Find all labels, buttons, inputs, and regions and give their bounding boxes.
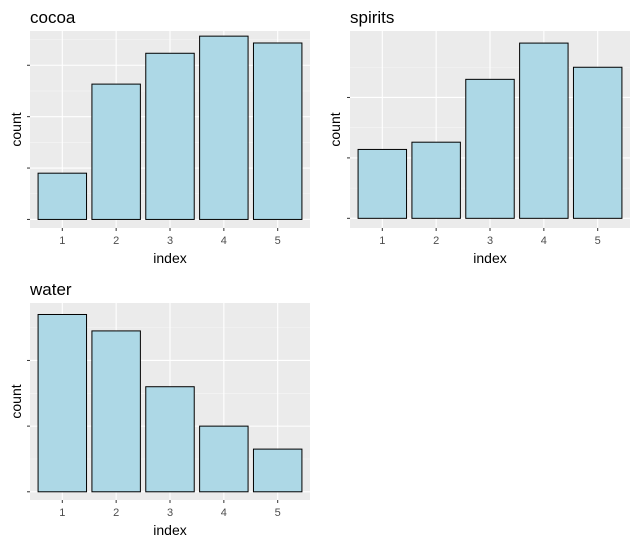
x-tick-label: 2 (433, 235, 439, 247)
bar-3 (145, 386, 195, 493)
x-tick-label: 4 (541, 235, 547, 247)
x-tick-label: 3 (487, 235, 493, 247)
y-axis-title: count (8, 384, 24, 418)
facet-1: 1 2 3 4 5 cocoa index count (8, 8, 310, 266)
x-tick-label: 4 (221, 507, 227, 519)
x-axis-title: index (153, 250, 186, 266)
x-axis-title: index (153, 522, 186, 538)
chart-title: cocoa (30, 8, 76, 27)
x-tick-label: 3 (167, 507, 173, 519)
x-tick-label: 3 (167, 235, 173, 247)
x-tick-label: 5 (275, 507, 281, 519)
x-tick-label: 5 (595, 235, 601, 247)
bar-4 (199, 35, 249, 220)
chart-title: water (29, 280, 72, 299)
x-tick-label: 2 (113, 235, 119, 247)
x-tick-label: 1 (379, 235, 385, 247)
x-tick-label: 4 (221, 235, 227, 247)
chart-title: spirits (350, 8, 394, 27)
x-tick-label: 5 (275, 235, 281, 247)
facet-2: 1 2 3 4 5 spirits index count (327, 8, 630, 266)
y-axis-title: count (327, 112, 343, 146)
bar-4 (199, 425, 249, 493)
bar-2 (411, 141, 461, 219)
bar-2 (91, 330, 141, 493)
bar-3 (465, 78, 515, 219)
bar-5 (252, 42, 303, 220)
x-tick-label: 2 (113, 507, 119, 519)
y-axis-title: count (8, 112, 24, 146)
bar-5 (572, 66, 623, 219)
bar-3 (145, 52, 195, 220)
bar-5 (252, 448, 303, 493)
x-tick-label: 1 (59, 507, 65, 519)
x-tick-label: 1 (59, 235, 65, 247)
x-axis-title: index (473, 250, 506, 266)
bar-1 (357, 148, 408, 219)
bar-4 (519, 42, 569, 219)
facet-3: 1 2 3 4 5 water index count (8, 280, 310, 538)
bar-1 (37, 313, 88, 493)
bar-2 (91, 83, 141, 220)
bar-1 (37, 172, 88, 220)
